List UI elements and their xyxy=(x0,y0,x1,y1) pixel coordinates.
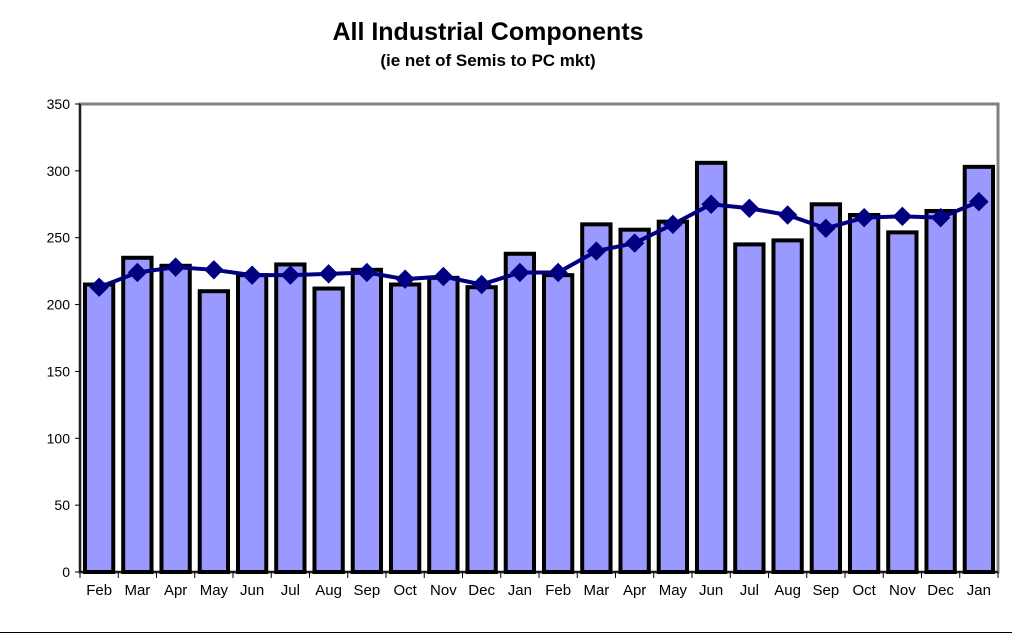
bar xyxy=(274,262,307,574)
x-tick-label: Feb xyxy=(86,582,112,599)
line-point xyxy=(395,269,415,289)
bar xyxy=(694,160,728,575)
line-point xyxy=(777,205,798,225)
x-tick-label: Jan xyxy=(967,582,991,599)
chart-title: All Industrial Components xyxy=(332,18,644,46)
x-tick-label: Nov xyxy=(889,582,916,599)
line-point xyxy=(816,218,836,239)
line-point xyxy=(242,265,262,285)
line-point xyxy=(663,214,683,235)
bar xyxy=(465,285,498,574)
line-point xyxy=(701,194,721,214)
x-tick-label: Mar xyxy=(124,582,150,599)
x-tick-label: Jan xyxy=(508,582,532,599)
x-tick-label: Nov xyxy=(430,582,457,599)
line-point xyxy=(930,207,951,228)
x-tick-label: Jul xyxy=(281,582,300,599)
line-point xyxy=(892,206,913,227)
bar xyxy=(924,208,957,574)
x-tick-label: Sep xyxy=(354,582,381,599)
bar xyxy=(580,222,613,574)
x-tick-label: Apr xyxy=(623,582,646,599)
line-point xyxy=(471,274,492,295)
bar xyxy=(82,282,116,574)
line-point xyxy=(433,266,454,287)
line-point xyxy=(204,260,224,280)
x-tick-label: Aug xyxy=(315,582,342,599)
y-tick-label: 100 xyxy=(47,430,71,446)
bar xyxy=(847,212,881,574)
line-point xyxy=(280,265,301,285)
plot-frame xyxy=(78,102,1000,574)
bar xyxy=(121,255,154,574)
line-point xyxy=(548,262,568,283)
chart-subtitle: (ie net of Semis to PC mkt) xyxy=(380,51,596,70)
x-tick-label: Sep xyxy=(813,582,840,599)
x-tick-label: May xyxy=(200,582,229,599)
line-point xyxy=(624,233,645,253)
bar xyxy=(962,164,996,574)
x-tick-label: Mar xyxy=(583,582,609,599)
line-point xyxy=(165,257,186,277)
x-tick-label: Feb xyxy=(545,582,571,599)
line-point xyxy=(854,207,874,228)
bar xyxy=(771,238,804,574)
bar xyxy=(350,267,384,574)
line-layer xyxy=(89,191,989,297)
y-tick-label: 50 xyxy=(54,497,70,513)
bar xyxy=(656,219,690,574)
bottom-divider xyxy=(0,632,1012,633)
bar xyxy=(197,289,231,574)
line-point xyxy=(510,262,530,283)
line-point xyxy=(127,262,148,283)
line-point xyxy=(586,241,607,261)
bar xyxy=(235,273,269,574)
bar xyxy=(809,202,843,574)
bar xyxy=(886,230,919,574)
x-tick-label: Aug xyxy=(774,582,801,599)
x-tick-label: Dec xyxy=(468,582,495,599)
x-tick-label: Jul xyxy=(740,582,759,599)
bar xyxy=(541,273,575,574)
bar xyxy=(503,251,537,574)
bars-layer xyxy=(82,160,996,575)
y-tick-label: 300 xyxy=(47,163,71,179)
y-tick-label: 350 xyxy=(47,96,71,112)
line-point xyxy=(357,262,377,283)
axes-layer: 0 50 100 150 200 250 300 350 Feb Mar Apr May Jun Jul A… xyxy=(47,96,999,599)
line-point xyxy=(89,277,109,297)
x-tick-label: May xyxy=(659,582,688,599)
y-tick-label: 200 xyxy=(47,297,71,313)
y-tick-label: 150 xyxy=(47,363,71,379)
x-tick-label: Jun xyxy=(699,582,723,599)
y-tick-label: 0 xyxy=(62,564,70,580)
bar xyxy=(388,282,422,574)
x-tick-label: Oct xyxy=(393,582,417,599)
x-tick-label: Apr xyxy=(164,582,187,599)
x-tick-label: Dec xyxy=(927,582,954,599)
bar xyxy=(159,263,192,574)
line-point xyxy=(969,191,989,212)
bar xyxy=(427,275,460,574)
bar xyxy=(312,286,345,574)
x-tick-label: Jun xyxy=(240,582,264,599)
x-tick-label: Oct xyxy=(852,582,876,599)
line-point xyxy=(739,198,760,219)
plot-area xyxy=(78,102,1000,574)
line-point xyxy=(318,264,339,284)
y-tick-label: 250 xyxy=(47,230,71,246)
bar xyxy=(733,242,766,574)
bar xyxy=(618,227,651,574)
